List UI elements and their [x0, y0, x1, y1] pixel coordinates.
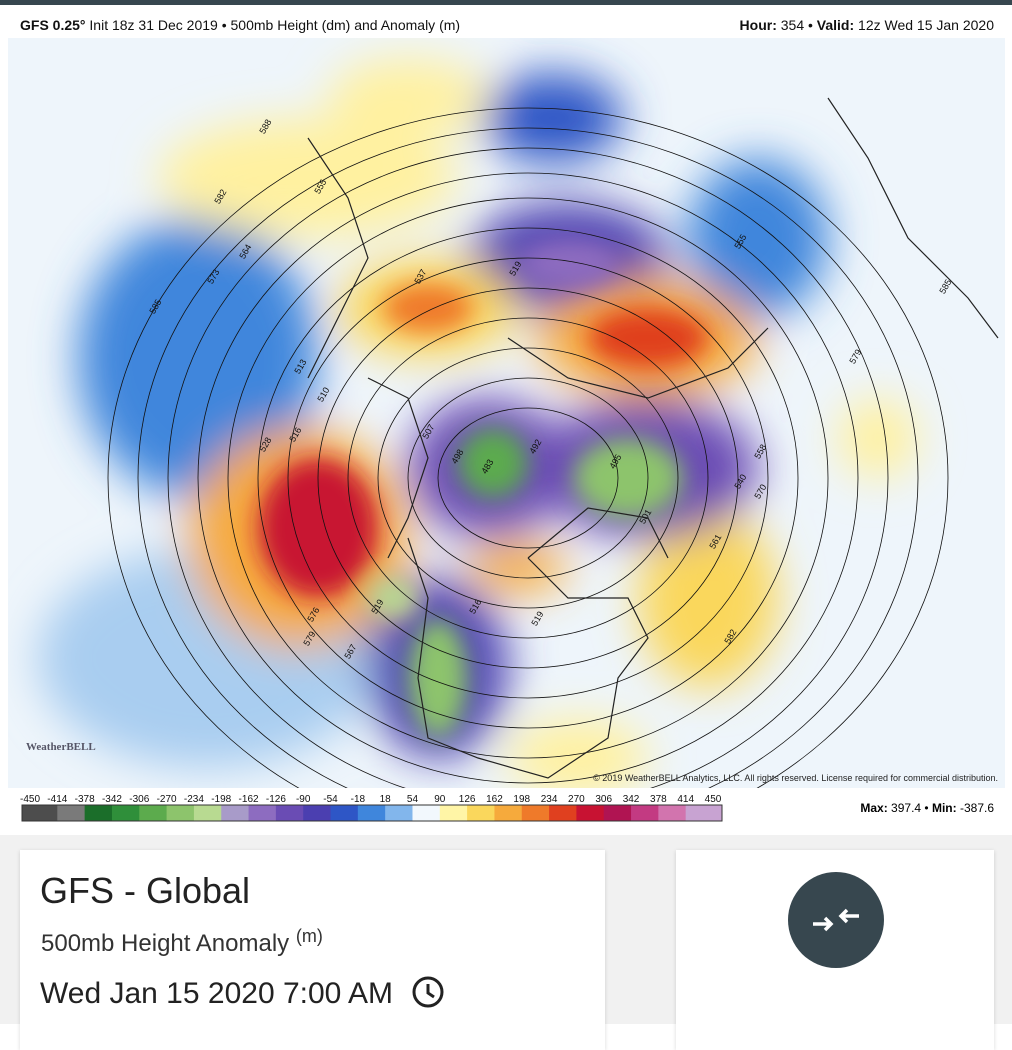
- max-label: Max:: [860, 801, 887, 815]
- contours: [107, 107, 949, 788]
- anomaly-blobs: [38, 58, 918, 788]
- init: Init 18z 31 Dec 2019: [89, 17, 218, 33]
- colorbar-segment: [439, 805, 468, 821]
- card-datetime: Wed Jan 15 2020 7:00 AM: [40, 975, 445, 1011]
- colorbar-tick-label: -450: [20, 794, 40, 805]
- colorbar-segment: [521, 805, 550, 821]
- colorbar-segment: [576, 805, 605, 821]
- colorbar-segment: [166, 805, 195, 821]
- colorbar-tick-label: 126: [459, 794, 476, 805]
- colorbar-end: [713, 805, 722, 821]
- card-subtitle: 500mb Height Anomaly (m): [41, 926, 323, 958]
- colorbar-segment: [357, 805, 386, 821]
- colorbar-segment: [275, 805, 304, 821]
- coastlines: [307, 97, 999, 779]
- hour-label: Hour:: [739, 17, 777, 33]
- colorbar-segment: [631, 805, 659, 821]
- card-title: GFS - Global: [40, 870, 251, 911]
- model: GFS 0.25°: [20, 17, 86, 33]
- colorbar-tick-label: -126: [266, 794, 286, 805]
- copyright: © 2019 WeatherBELL Analytics, LLC. All r…: [593, 773, 998, 783]
- colorbar-tick-label: 18: [380, 794, 392, 805]
- status-bar: [0, 0, 1012, 5]
- colorbar-segment: [248, 805, 277, 821]
- colorbar-segment: [139, 805, 168, 821]
- colorbar: -450 -414 -378 -342 -306 -270 -234 -198 -162 -126…: [20, 794, 994, 822]
- colorbar-segment: [111, 805, 140, 821]
- map-header-right: Hour: 354 • Valid: 12z Wed 15 Jan 2020: [740, 17, 994, 33]
- colorbar-segment: [603, 805, 632, 821]
- colorbar-tick-label: -54: [323, 794, 338, 805]
- max: 397.4: [891, 801, 921, 815]
- colorbar-tick-label: -414: [47, 794, 67, 805]
- min: -387.6: [960, 801, 994, 815]
- colorbar-tick-label: 162: [486, 794, 503, 805]
- subtitle: 500mb Height Anomaly: [41, 930, 290, 957]
- separator: •: [924, 801, 928, 815]
- watermark: WeatherBELL: [26, 741, 96, 753]
- compare-button[interactable]: [787, 871, 885, 969]
- page: GFS 0.25° Init 18z 31 Dec 2019 • 500mb H…: [0, 0, 1012, 1024]
- model-card[interactable]: GFS - Global 500mb Height Anomaly (m) We…: [20, 850, 605, 1050]
- colorbar-tick-label: 54: [407, 794, 419, 805]
- separator: •: [808, 17, 813, 33]
- colorbar-tick-label: -90: [296, 794, 311, 805]
- colorbar-tick-label: 198: [513, 794, 530, 805]
- colorbar-end: [22, 805, 30, 821]
- colorbar-tick-label: -198: [211, 794, 231, 805]
- colorbar-segment: [494, 805, 523, 821]
- colorbar-segment: [385, 805, 413, 821]
- colorbar-segment: [30, 805, 58, 821]
- colorbar-tick-label: 378: [650, 794, 667, 805]
- colorbar-tick-label: 90: [434, 794, 446, 805]
- colorbar-tick-label: 450: [705, 794, 722, 805]
- colorbar-tick-label: 270: [568, 794, 585, 805]
- valid-label: Valid:: [816, 17, 855, 33]
- colorbar-segment: [412, 805, 441, 821]
- colorbar-tick-label: -378: [75, 794, 95, 805]
- unit: (m): [295, 926, 323, 946]
- colorbar-segment: [467, 805, 495, 821]
- colorbar-segment: [193, 805, 222, 821]
- colorbar-segment: [221, 805, 250, 821]
- colorbar-segment: [685, 805, 714, 821]
- colorbar-segment: [549, 805, 577, 821]
- colorbar-tick-label: 306: [595, 794, 612, 805]
- colorbar-tick-label: -270: [157, 794, 177, 805]
- colorbar-border: [21, 804, 723, 822]
- max-min: Max: 397.4 • Min: -387.6: [860, 801, 994, 815]
- colorbar-tick-label: -306: [129, 794, 149, 805]
- colorbar-segment: [303, 805, 332, 821]
- separator: •: [221, 17, 227, 33]
- product: 500mb Height (dm) and Anomaly (m): [230, 17, 461, 33]
- hour: 354: [780, 17, 805, 33]
- colorbar-segment: [57, 805, 86, 821]
- valid: 12z Wed 15 Jan 2020: [858, 17, 994, 33]
- colorbar-tick-label: -162: [239, 794, 259, 805]
- datetime: Wed Jan 15 2020 7:00 AM: [40, 977, 394, 1010]
- colorbar-tick-label: -342: [102, 794, 122, 805]
- colorbar-tick-label: -18: [351, 794, 366, 805]
- colorbar-tick-label: -234: [184, 794, 204, 805]
- min-label: Min:: [932, 801, 957, 815]
- colorbar-tick-label: 234: [541, 794, 558, 805]
- anomaly-field: [8, 38, 1005, 788]
- colorbar-tick-label: 342: [623, 794, 640, 805]
- map-header-left: GFS 0.25° Init 18z 31 Dec 2019 • 500mb H…: [20, 17, 460, 33]
- clock-icon[interactable]: [411, 975, 445, 1009]
- colorbar-segment: [84, 805, 113, 821]
- colorbar-segment: [330, 805, 359, 821]
- colorbar-segment: [658, 805, 687, 821]
- colorbar-tick-label: 414: [677, 794, 694, 805]
- anomaly-cores: [258, 238, 708, 738]
